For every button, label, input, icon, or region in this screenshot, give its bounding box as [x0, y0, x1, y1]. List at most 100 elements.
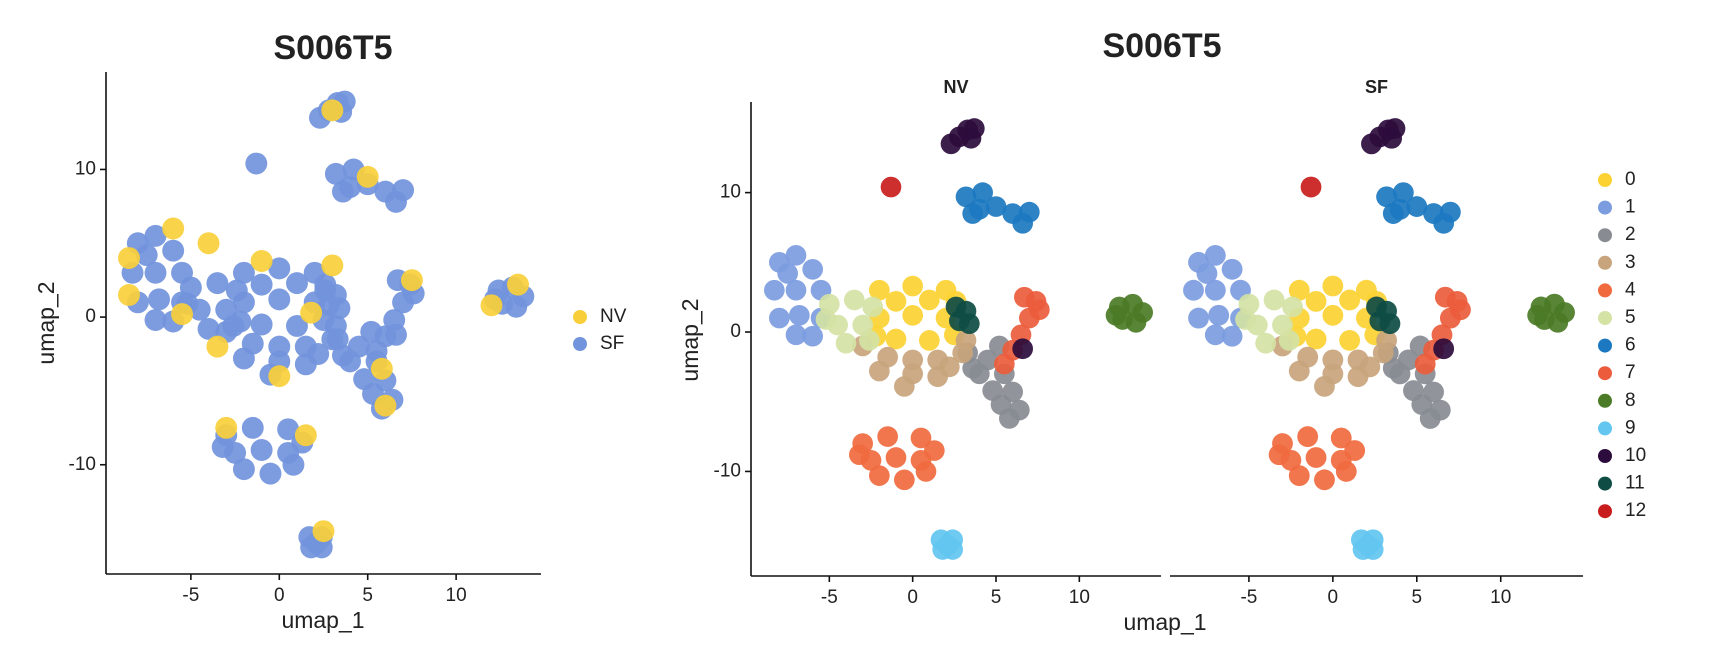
point [171, 303, 194, 326]
point [1183, 279, 1204, 301]
point [1297, 426, 1319, 447]
point [1419, 408, 1441, 429]
point [259, 462, 282, 485]
point [1381, 127, 1403, 149]
point [1235, 309, 1256, 330]
legend-swatch [573, 310, 587, 324]
point [1376, 186, 1397, 208]
point [1221, 258, 1243, 280]
point [250, 313, 273, 336]
x-tick-label: 10 [1069, 587, 1090, 608]
x-tick-label: -5 [182, 585, 199, 606]
point [282, 453, 305, 476]
point [1376, 329, 1397, 351]
point [815, 309, 837, 330]
legend-swatch [1598, 283, 1612, 298]
legend-swatch [1598, 255, 1612, 270]
point [321, 99, 344, 122]
legend-label: 7 [1625, 362, 1636, 383]
point [777, 263, 799, 284]
legend-label: 12 [1625, 500, 1646, 521]
x-tick-label: 0 [907, 587, 918, 608]
point [1188, 307, 1209, 329]
point [1125, 311, 1147, 333]
point [1314, 469, 1335, 491]
point [1322, 275, 1344, 297]
point [1392, 182, 1414, 204]
point [1204, 324, 1226, 346]
point [862, 296, 884, 318]
legend-swatch [1598, 311, 1612, 325]
point [1305, 290, 1327, 312]
point [162, 217, 185, 240]
point [869, 360, 890, 382]
point [835, 332, 857, 354]
point [1278, 329, 1300, 351]
point [321, 254, 344, 277]
point [955, 330, 977, 351]
point [331, 180, 354, 203]
facet-title: NV [943, 77, 968, 97]
point [1288, 465, 1310, 487]
point [902, 275, 924, 297]
point [197, 317, 220, 340]
point [370, 357, 393, 380]
point [211, 436, 234, 458]
x-tick-label: 5 [362, 585, 373, 606]
point [144, 261, 167, 284]
point [222, 314, 245, 337]
point [859, 330, 880, 351]
point [960, 127, 982, 149]
point [802, 325, 824, 347]
legend-swatch [1598, 504, 1612, 519]
point [480, 294, 503, 317]
point [894, 376, 915, 397]
point [1330, 427, 1352, 449]
point [985, 196, 1007, 217]
x-tick-label: 5 [1412, 587, 1423, 608]
legend-label: 5 [1625, 307, 1636, 328]
point [902, 304, 924, 326]
legend-swatch [1598, 338, 1612, 353]
point [849, 444, 870, 466]
point [1314, 375, 1335, 397]
x-tick-label: 10 [1490, 587, 1511, 608]
x-tick-label: -5 [821, 587, 838, 608]
point [206, 272, 229, 295]
legend-label: 9 [1625, 417, 1636, 438]
legend-label: 11 [1625, 473, 1645, 494]
point [148, 288, 171, 311]
point [994, 353, 1015, 375]
point [356, 165, 379, 188]
point [328, 297, 351, 320]
point [1406, 196, 1428, 217]
point [1029, 299, 1050, 321]
point [250, 250, 273, 272]
point [268, 257, 291, 280]
point [331, 344, 354, 367]
point [885, 447, 907, 468]
point [1450, 299, 1471, 321]
point [232, 458, 255, 481]
point [144, 309, 167, 332]
point [1382, 203, 1404, 224]
point [919, 289, 940, 311]
legend-label: 4 [1625, 279, 1636, 300]
point [197, 232, 220, 255]
point [232, 347, 255, 370]
chart-title: S006T5 [1102, 27, 1221, 65]
legend-label: 3 [1625, 252, 1636, 273]
point [268, 288, 291, 311]
x-tick-label: 5 [991, 587, 1002, 608]
point [1221, 325, 1243, 347]
legend-swatch [1598, 393, 1612, 408]
x-tick-label: -5 [1240, 587, 1257, 608]
legend-label: 8 [1625, 390, 1636, 411]
legend-swatch [1598, 228, 1612, 243]
point [505, 295, 528, 318]
point [268, 365, 291, 388]
point [919, 330, 940, 351]
point [1268, 444, 1290, 466]
point [1196, 263, 1218, 284]
